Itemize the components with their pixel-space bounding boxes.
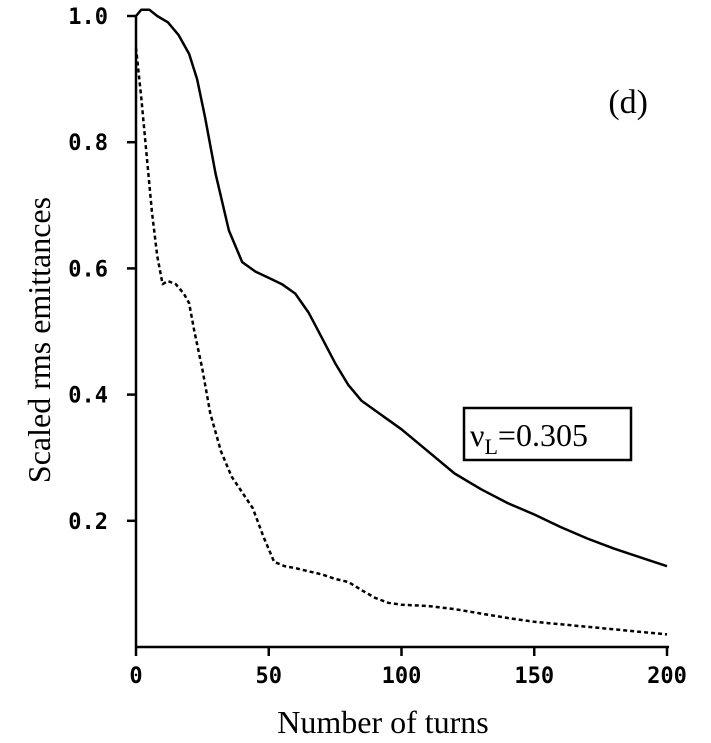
- y-tick-label: 1.0: [68, 5, 108, 30]
- x-tick-label: 50: [256, 664, 283, 689]
- axis-ticks: 0 50 100 150 200 0.2 0.4 0.6 0.8 1.0: [68, 5, 687, 689]
- series-line-dashed: [134, 47, 668, 636]
- x-tick-label: 0: [129, 664, 142, 689]
- series-group: [134, 8, 668, 636]
- panel-label: (d): [608, 84, 648, 121]
- x-tick-label: 200: [647, 664, 687, 689]
- x-tick-label: 100: [382, 664, 422, 689]
- annotation-box: νL=0.305: [462, 406, 633, 462]
- x-tick-label: 150: [514, 664, 554, 689]
- y-tick-label: 0.2: [68, 510, 108, 535]
- annotation-label: νL=0.305: [470, 417, 588, 459]
- annotation-subscript: L: [484, 434, 497, 459]
- annotation-frame: [462, 406, 633, 462]
- annotation-symbol: ν: [470, 417, 484, 453]
- y-tick-label: 0.6: [68, 257, 108, 282]
- series-line-solid: [135, 8, 668, 568]
- annotation-value: =0.305: [498, 417, 588, 453]
- x-axis-title: Number of turns: [277, 704, 489, 740]
- y-tick-label: 0.8: [68, 131, 108, 156]
- y-axis-title: Scaled rms emittances: [21, 197, 57, 483]
- y-tick-label: 0.4: [68, 384, 108, 409]
